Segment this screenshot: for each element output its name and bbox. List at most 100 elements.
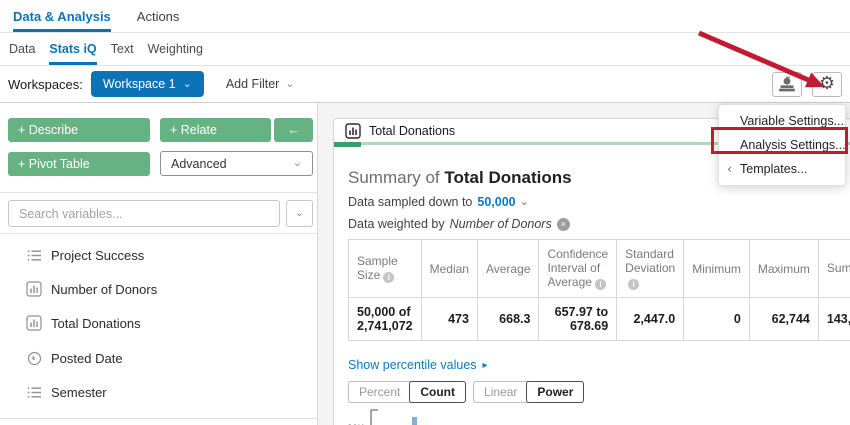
- top-nav: Data & Analysis Actions: [0, 0, 850, 33]
- chevron-left-icon: ‹: [727, 161, 732, 176]
- col-confidence-interval: Confidence Interval of Average i: [538, 239, 618, 298]
- sidebar-divider: [0, 192, 317, 193]
- info-icon[interactable]: i: [383, 272, 395, 283]
- apple-on-books-icon: [779, 76, 795, 92]
- variable-item-posted-date[interactable]: Posted Date: [0, 344, 317, 372]
- sampled-prefix: Data sampled down to: [348, 195, 473, 209]
- tab-stats-iq[interactable]: Stats iQ: [49, 33, 97, 65]
- card-body: Summary of Total Donations Data sampled …: [334, 147, 850, 425]
- advanced-dropdown[interactable]: Advanced ⌄: [160, 151, 313, 176]
- triangle-right-icon: ▸: [482, 359, 488, 371]
- variable-item-total-donations[interactable]: Total Donations: [0, 309, 317, 337]
- percent-count-toggle: Percent Count: [348, 381, 467, 403]
- variables-sidebar: + Describe + Relate ← + Pivot Table Adva…: [0, 103, 318, 425]
- settings-menu: Variable Settings... Analysis Settings..…: [718, 104, 846, 186]
- cell-median: 473: [420, 297, 478, 341]
- bar-chart-icon: [26, 281, 42, 297]
- search-options-dropdown[interactable]: ⌄: [286, 200, 313, 227]
- table-data-row: 50,000 of 2,741,072 473 668.3 657.97 to …: [348, 297, 850, 341]
- sidebar-divider: [0, 233, 317, 234]
- chart-toggles: Percent Count Linear Power: [348, 381, 837, 403]
- learning-resources-button[interactable]: [772, 71, 802, 97]
- bar-chart-icon: [26, 315, 42, 331]
- menu-item-templates[interactable]: ‹ Templates...: [719, 157, 845, 181]
- chevron-down-icon: ⌄: [292, 156, 302, 169]
- toggle-power[interactable]: Power: [526, 381, 585, 403]
- bar-chart-icon: [345, 122, 361, 139]
- toggle-percent[interactable]: Percent: [359, 385, 401, 399]
- add-filter-button[interactable]: Add Filter ⌄: [226, 77, 295, 91]
- col-sum: Sumi: [817, 239, 850, 298]
- sampled-line: Data sampled down to 50,000 ⌄: [348, 195, 837, 209]
- settings-gear-button[interactable]: ⚙: [812, 71, 842, 97]
- variable-label: Number of Donors: [51, 281, 158, 297]
- collapse-sidebar-button[interactable]: ←: [274, 118, 313, 142]
- variable-label: Semester: [51, 384, 107, 400]
- sub-nav: Data Stats iQ Text Weighting: [0, 33, 850, 66]
- linear-power-toggle: Linear Power: [473, 381, 585, 403]
- variable-item-semester[interactable]: Semester: [0, 378, 317, 406]
- workspaces-label: Workspaces:: [8, 76, 83, 92]
- col-minimum: Minimum: [683, 239, 750, 298]
- search-variables-input[interactable]: [8, 200, 280, 227]
- chevron-down-icon: ⌄: [285, 76, 295, 90]
- cell-average: 668.3: [476, 297, 540, 341]
- summary-prefix: Summary of: [348, 168, 440, 187]
- tab-data-and-analysis[interactable]: Data & Analysis: [13, 0, 111, 32]
- variable-label: Project Success: [51, 247, 145, 263]
- cell-standard-deviation: 2,447.0: [616, 297, 685, 341]
- toggle-linear[interactable]: Linear: [484, 385, 518, 399]
- variable-label: Posted Date: [51, 350, 123, 366]
- sample-size-dropdown[interactable]: 50,000 ⌄: [477, 195, 528, 209]
- cell-sum: 143,251,439: [817, 297, 850, 341]
- remove-weighting-icon[interactable]: ×: [556, 217, 570, 231]
- summary-title: Summary of Total Donations: [348, 168, 837, 188]
- list-icon: [26, 247, 42, 263]
- cell-sample-size: 50,000 of 2,741,072: [348, 297, 422, 341]
- info-icon[interactable]: i: [628, 279, 640, 290]
- variable-item-project-success[interactable]: Project Success: [0, 241, 317, 269]
- info-icon[interactable]: i: [594, 279, 606, 290]
- card-title: Total Donations: [369, 123, 456, 138]
- workspace-selector-button[interactable]: Workspace 1 ⌄: [90, 71, 204, 97]
- advanced-dropdown-label: Advanced: [171, 156, 227, 171]
- weighted-line: Data weighted by Number of Donors ×: [348, 217, 837, 231]
- weighted-variable: Number of Donors: [449, 217, 552, 231]
- add-filter-label: Add Filter: [225, 77, 280, 91]
- list-icon: [26, 384, 42, 400]
- weighted-prefix: Data weighted by: [348, 217, 445, 231]
- col-standard-deviation: Standard Deviationi: [616, 239, 685, 298]
- relate-button[interactable]: + Relate: [160, 118, 271, 142]
- chevron-down-icon: ⌄: [182, 76, 192, 90]
- menu-item-templates-label: Templates...: [740, 162, 808, 176]
- tab-actions[interactable]: Actions: [136, 8, 180, 24]
- col-average: Average: [476, 239, 540, 298]
- menu-item-analysis-settings[interactable]: Analysis Settings...: [740, 138, 846, 152]
- cell-minimum: 0: [683, 297, 750, 341]
- y-axis-tick-label: 30K: [348, 423, 365, 425]
- tab-weighting[interactable]: Weighting: [147, 42, 203, 56]
- histogram-bar[interactable]: [412, 417, 417, 425]
- left-arrow-icon: ←: [287, 123, 300, 137]
- histogram-chart: 30K: [347, 407, 837, 425]
- variable-item-number-of-donors[interactable]: Number of Donors: [0, 275, 317, 303]
- gear-icon: ⚙: [818, 73, 836, 94]
- summary-statistics-table: Sample Size i Median Average Confidence I…: [348, 239, 850, 341]
- card-accent-bar: [334, 142, 850, 147]
- col-sample-size: Sample Size i: [348, 239, 422, 298]
- col-median: Median: [420, 239, 478, 298]
- tab-text[interactable]: Text: [110, 42, 134, 56]
- sidebar-bottom-divider: [0, 418, 317, 419]
- describe-button[interactable]: + Describe: [8, 118, 150, 142]
- toggle-count[interactable]: Count: [409, 381, 467, 403]
- workspace-bar: Workspaces: Workspace 1 ⌄ Add Filter ⌄ ⚙: [0, 66, 850, 103]
- sample-size-value: 50,000: [477, 195, 516, 209]
- menu-item-variable-settings[interactable]: Variable Settings...: [740, 114, 844, 128]
- chevron-down-icon: ⌄: [294, 206, 305, 219]
- workspace-selector-label: Workspace 1: [102, 77, 176, 91]
- pivot-table-button[interactable]: + Pivot Table: [8, 152, 150, 176]
- tab-data[interactable]: Data: [9, 42, 36, 56]
- cell-confidence-interval: 657.97 to 678.69: [538, 297, 618, 341]
- show-percentile-values-link[interactable]: Show percentile values ▸: [348, 358, 837, 372]
